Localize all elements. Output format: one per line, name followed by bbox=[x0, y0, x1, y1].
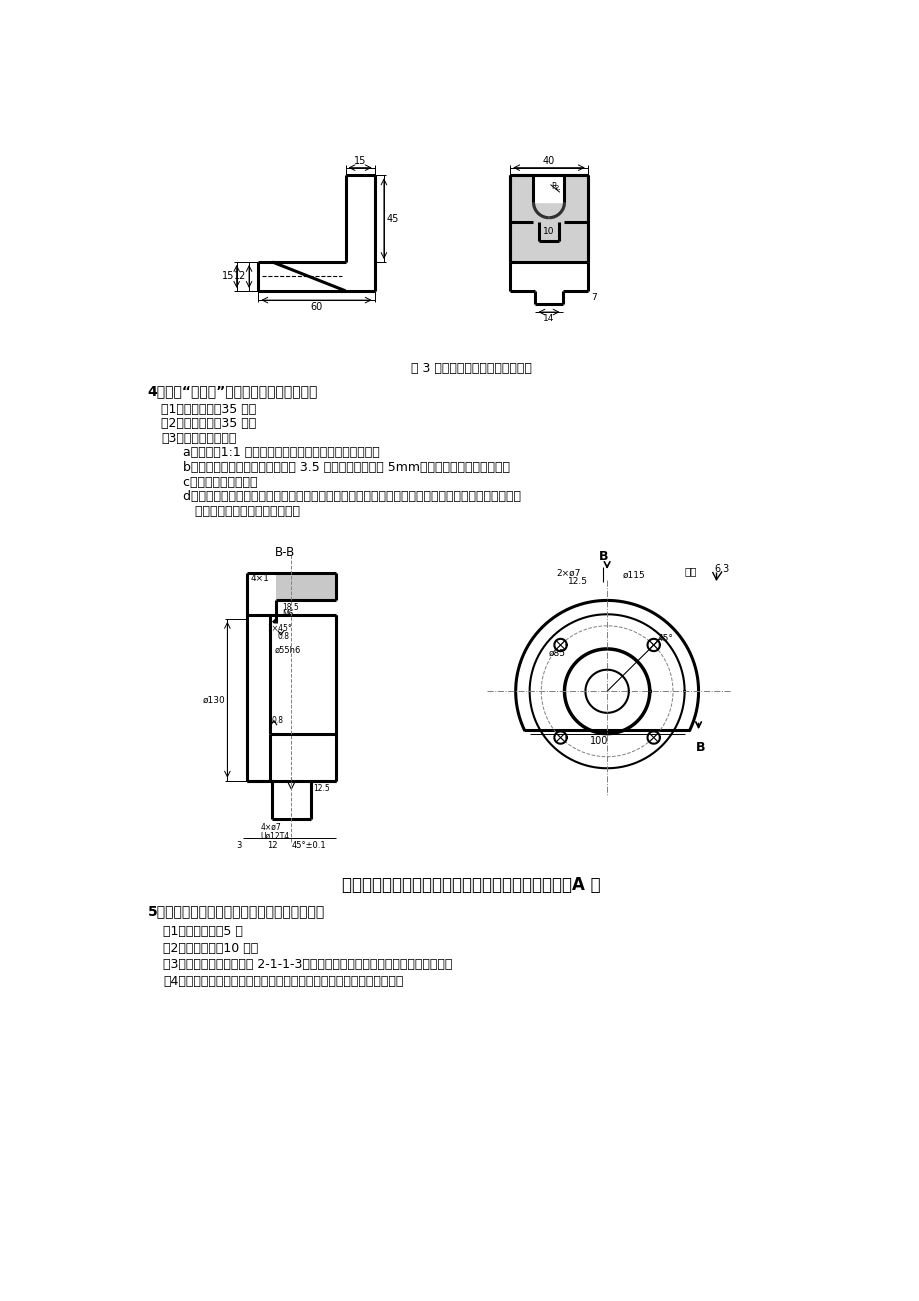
Polygon shape bbox=[533, 203, 564, 217]
Text: ø85: ø85 bbox=[549, 649, 565, 658]
Text: （1）本题分值：35 分；: （1）本题分值：35 分； bbox=[162, 402, 256, 415]
Text: 4×1: 4×1 bbox=[250, 574, 269, 583]
Text: 100: 100 bbox=[590, 736, 607, 747]
Text: 6.3: 6.3 bbox=[713, 565, 729, 574]
Polygon shape bbox=[246, 572, 335, 600]
Text: ø130: ø130 bbox=[202, 695, 225, 704]
Polygon shape bbox=[510, 176, 587, 262]
Text: 12.5: 12.5 bbox=[568, 576, 588, 585]
Text: 0.8: 0.8 bbox=[278, 632, 289, 641]
Text: 制图员（机械）高级操作技能考核试卷（手工绘图）A 卷: 制图员（机械）高级操作技能考核试卷（手工绘图）A 卷 bbox=[342, 876, 600, 894]
Text: 45°±0.1: 45°±0.1 bbox=[291, 840, 325, 850]
Text: 0.8: 0.8 bbox=[271, 716, 283, 725]
Text: （2）考核时间：10 分钟: （2）考核时间：10 分钟 bbox=[163, 942, 258, 955]
Text: B-B: B-B bbox=[275, 546, 295, 559]
Text: （1）本题分值：5 分: （1）本题分值：5 分 bbox=[163, 925, 243, 938]
Text: 其余: 其余 bbox=[684, 566, 697, 576]
Text: c）视图布局要恰当。: c）视图布局要恰当。 bbox=[171, 476, 257, 489]
Text: ø115: ø115 bbox=[622, 570, 644, 579]
Text: 4、抄画“零件图”，并标全尺寸和粗糙度。: 4、抄画“零件图”，并标全尺寸和粗糙度。 bbox=[147, 384, 318, 398]
Text: （4）否定项说明：本鉴定点考核交线的画法，该项不得分，该题无分。: （4）否定项说明：本鉴定点考核交线的画法，该项不得分，该题无分。 bbox=[163, 976, 403, 989]
Text: 1×45°: 1×45° bbox=[267, 624, 291, 634]
Text: 40: 40 bbox=[542, 156, 554, 167]
Text: Uø12T4: Uø12T4 bbox=[260, 831, 289, 840]
Text: B: B bbox=[696, 742, 705, 755]
Text: 12.5: 12.5 bbox=[312, 785, 329, 794]
Text: 15: 15 bbox=[221, 272, 234, 281]
Text: （3）具体考核要求：见图 2-1-1-3，已知主、俯视图，画出左视图并标注尺寸。: （3）具体考核要求：见图 2-1-1-3，已知主、俯视图，画出左视图并标注尺寸。 bbox=[163, 959, 452, 972]
Text: 图 3 已知主、左视图，画出俯视图: 图 3 已知主、左视图，画出俯视图 bbox=[411, 363, 531, 376]
Text: R: R bbox=[550, 182, 556, 190]
Text: （2）考核时间：35 分钟: （2）考核时间：35 分钟 bbox=[162, 418, 256, 431]
Text: 3: 3 bbox=[236, 840, 242, 850]
Text: 12: 12 bbox=[234, 272, 246, 281]
Text: 45: 45 bbox=[386, 213, 398, 224]
Text: ø55h6: ø55h6 bbox=[274, 645, 301, 654]
Text: 10: 10 bbox=[542, 226, 554, 235]
Text: 18.5: 18.5 bbox=[282, 604, 299, 613]
Text: 12: 12 bbox=[267, 840, 277, 850]
Text: 45°: 45° bbox=[657, 634, 673, 643]
Text: M6: M6 bbox=[282, 610, 293, 619]
Text: 屏幕，文件名采用准考证号码。: 屏幕，文件名采用准考证号码。 bbox=[171, 505, 300, 518]
Text: 60: 60 bbox=[310, 302, 323, 312]
Text: 4×ø7: 4×ø7 bbox=[260, 824, 281, 831]
Text: 15: 15 bbox=[354, 156, 366, 167]
Text: （3）具体考核要求：: （3）具体考核要求： bbox=[162, 432, 236, 445]
Text: 2.: 2. bbox=[554, 185, 561, 191]
Text: d）将零件图、初始设置以及其他的图形均存在一个文件中，均匀布置在边框线内。存盘前使图框充满: d）将零件图、初始设置以及其他的图形均存在一个文件中，均匀布置在边框线内。存盘前… bbox=[171, 490, 520, 503]
Text: 5、已知主、左视图，画出俯视图并标注尺寸。: 5、已知主、左视图，画出俯视图并标注尺寸。 bbox=[147, 904, 324, 919]
Text: 14: 14 bbox=[543, 314, 554, 323]
Text: B: B bbox=[598, 550, 607, 562]
Polygon shape bbox=[533, 176, 564, 203]
Polygon shape bbox=[533, 176, 564, 203]
Text: 7: 7 bbox=[590, 293, 596, 302]
Text: b）抄注尺寸及技术要求（字体按 3.5 号字，箭头长度按 5mm，粗糙度符号按默认值）。: b）抄注尺寸及技术要求（字体按 3.5 号字，箭头长度按 5mm，粗糙度符号按默… bbox=[171, 461, 509, 474]
Text: a）按尺寸1:1 抄画零件图（各种线型粗度按默认值）。: a）按尺寸1:1 抄画零件图（各种线型粗度按默认值）。 bbox=[171, 446, 380, 459]
Text: 2×ø7: 2×ø7 bbox=[556, 569, 581, 578]
